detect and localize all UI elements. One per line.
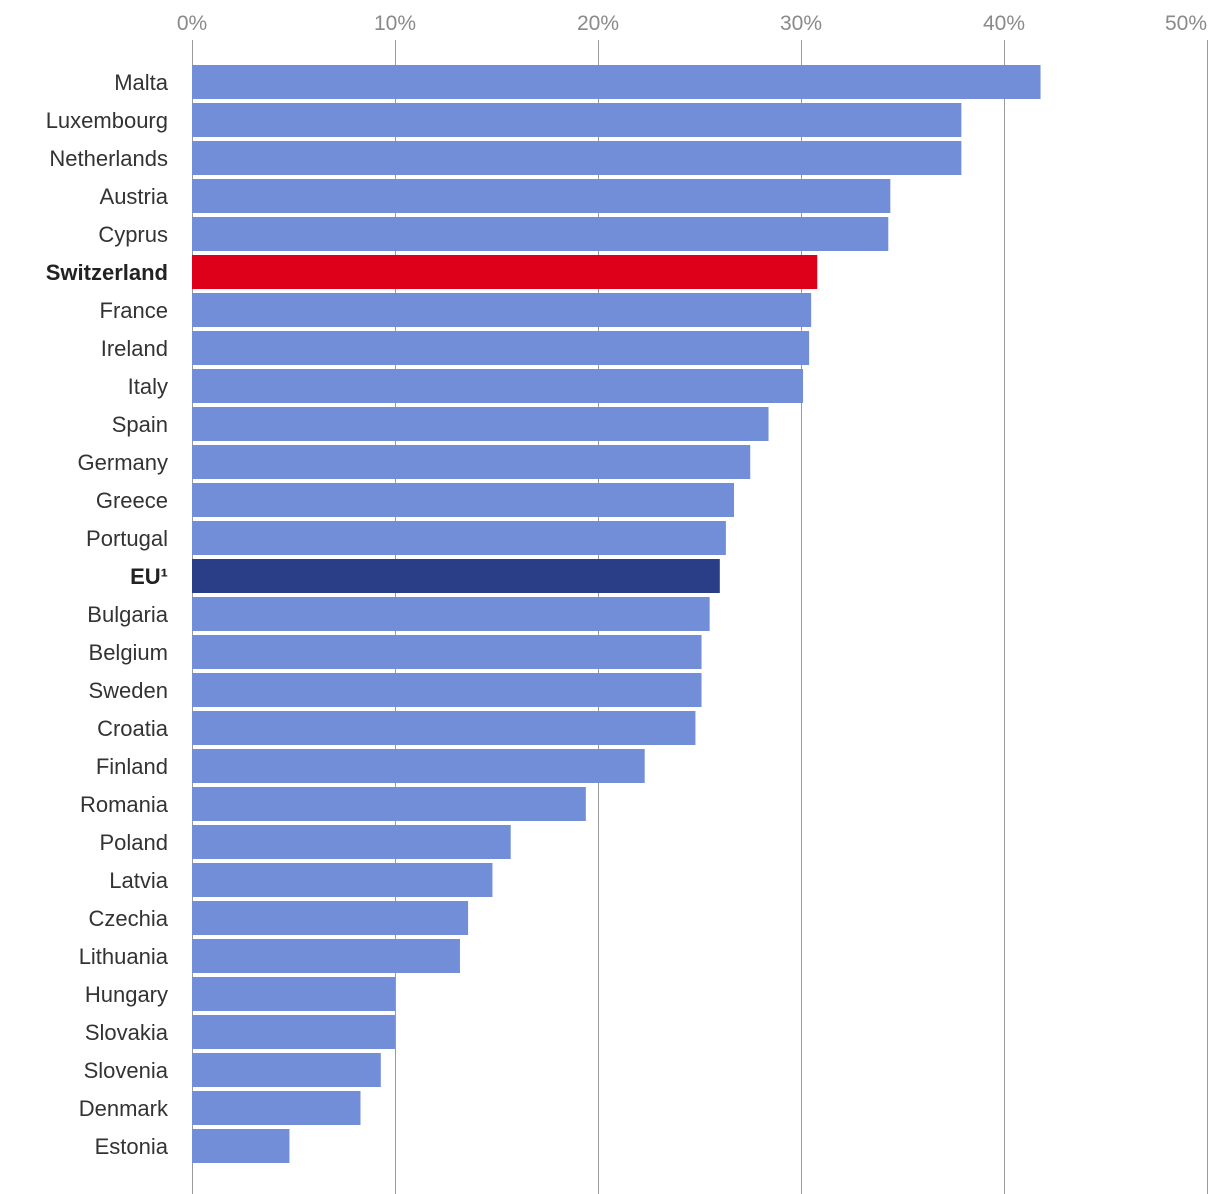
x-tick-label: 10%: [374, 12, 416, 35]
x-tick-label: 20%: [577, 12, 619, 35]
category-label: Italy: [128, 374, 168, 399]
bar-27: [192, 1091, 361, 1125]
bar-5: [192, 255, 818, 289]
bar-19: [192, 787, 586, 821]
category-label: Lithuania: [79, 944, 169, 969]
category-label: Germany: [78, 450, 168, 475]
category-label: Switzerland: [46, 260, 168, 285]
category-label: Portugal: [86, 526, 168, 551]
x-axis-ticks: 0% 10% 20% 30% 40% 50%: [177, 12, 1207, 35]
category-label: Hungary: [85, 982, 168, 1007]
bar-4: [192, 217, 889, 251]
bar-0: [192, 65, 1041, 99]
bar-20: [192, 825, 511, 859]
bar-7: [192, 331, 810, 365]
category-label: Cyprus: [98, 222, 168, 247]
category-label: Luxembourg: [46, 108, 168, 133]
bars: [192, 65, 1041, 1163]
category-label: EU¹: [130, 564, 168, 589]
bar-8: [192, 369, 804, 403]
category-label: Greece: [96, 488, 168, 513]
category-label: Croatia: [97, 716, 169, 741]
bar-6: [192, 293, 812, 327]
category-label: Romania: [80, 792, 169, 817]
category-label: Slovakia: [85, 1020, 169, 1045]
bar-18: [192, 749, 645, 783]
bar-16: [192, 673, 702, 707]
bar-14: [192, 597, 710, 631]
bar-11: [192, 483, 735, 517]
bar-25: [192, 1015, 395, 1049]
bar-1: [192, 103, 962, 137]
bar-15: [192, 635, 702, 669]
category-label: Finland: [96, 754, 168, 779]
category-label: Bulgaria: [87, 602, 168, 627]
category-label: Spain: [112, 412, 168, 437]
x-tick-label: 0%: [177, 12, 207, 35]
category-label: Denmark: [79, 1096, 169, 1121]
category-label: Latvia: [109, 868, 168, 893]
x-tick-label: 30%: [780, 12, 822, 35]
category-label: France: [100, 298, 168, 323]
x-tick-label: 40%: [983, 12, 1025, 35]
category-label: Estonia: [95, 1134, 169, 1159]
category-label: Belgium: [89, 640, 168, 665]
category-label: Austria: [100, 184, 169, 209]
x-tick-label: 50%: [1165, 12, 1207, 35]
category-label: Netherlands: [49, 146, 168, 171]
bar-9: [192, 407, 769, 441]
bar-22: [192, 901, 469, 935]
bar-17: [192, 711, 696, 745]
bar-12: [192, 521, 726, 555]
category-label: Ireland: [101, 336, 168, 361]
category-label: Czechia: [89, 906, 169, 931]
bar-26: [192, 1053, 381, 1087]
bar-21: [192, 863, 493, 897]
bar-13: [192, 559, 720, 593]
bar-28: [192, 1129, 290, 1163]
category-label: Poland: [99, 830, 168, 855]
bar-24: [192, 977, 395, 1011]
bar-2: [192, 141, 962, 175]
bar-3: [192, 179, 891, 213]
category-label: Sweden: [88, 678, 168, 703]
bar-23: [192, 939, 460, 973]
category-label: Malta: [114, 70, 169, 95]
category-label: Slovenia: [84, 1058, 169, 1083]
category-labels: Malta Luxembourg Netherlands Austria Cyprus S…: [46, 70, 169, 1159]
bar-10: [192, 445, 751, 479]
